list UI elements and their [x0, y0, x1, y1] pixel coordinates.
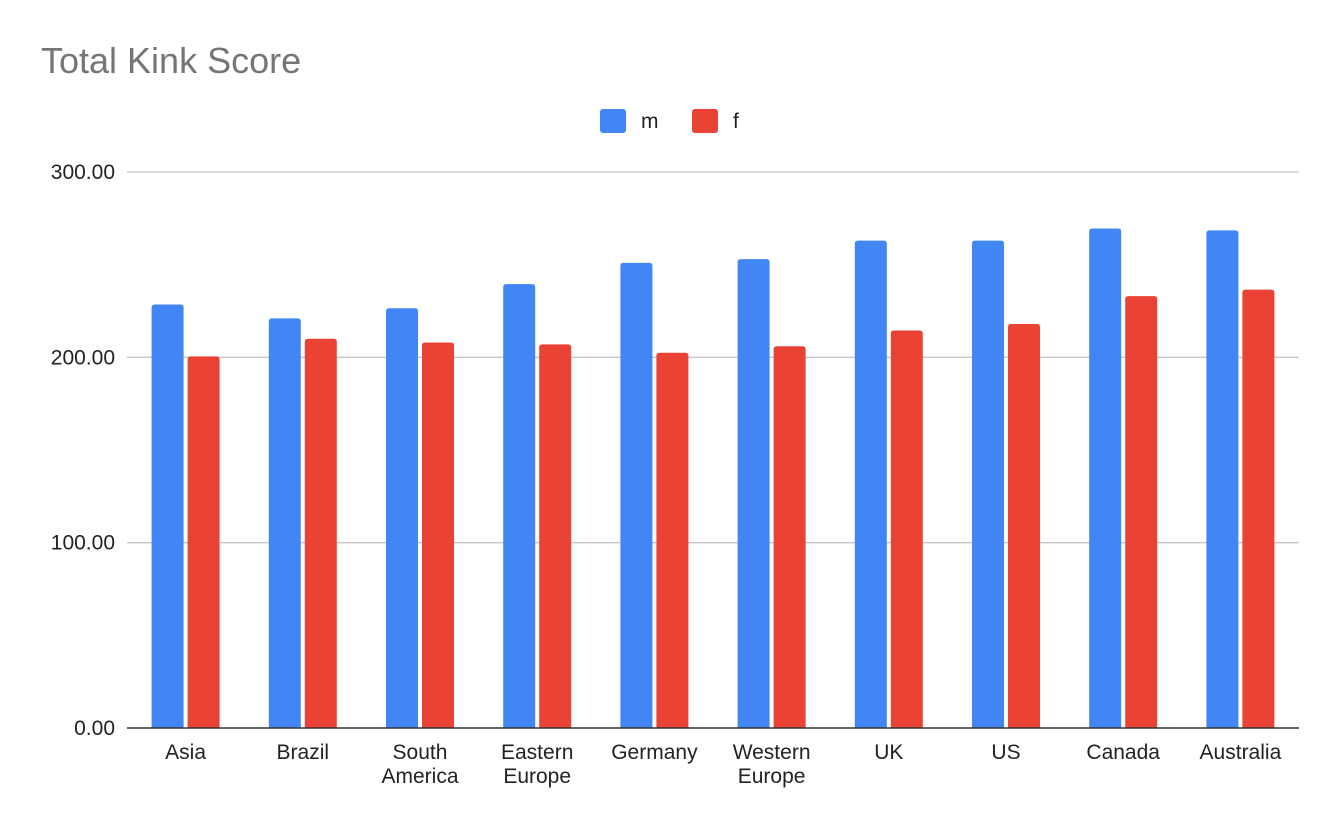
x-category-label: US — [991, 741, 1020, 764]
bar-f-3 — [539, 344, 572, 728]
y-tick-label: 0.00 — [74, 717, 115, 740]
bar-f-2 — [422, 342, 454, 728]
y-axis: 0.00 100.00 200.00 300.00 — [51, 161, 115, 740]
y-tick-label: 300.00 — [51, 161, 115, 184]
bar-m-6 — [854, 240, 887, 728]
x-category-label: Europe — [503, 765, 571, 788]
x-category-label: Australia — [1200, 741, 1282, 764]
bar-m-0 — [151, 304, 184, 728]
x-category-label: Western — [733, 741, 811, 764]
bar-f-7 — [1008, 323, 1040, 728]
bar-f-1 — [304, 338, 337, 728]
bar-f-4 — [656, 352, 689, 728]
x-category-label: Germany — [611, 741, 698, 764]
legend-label-m: m — [641, 110, 659, 133]
x-category-label: Europe — [738, 765, 806, 788]
x-category-label: Asia — [165, 741, 206, 764]
legend-label-f: f — [733, 110, 739, 133]
y-tick-label: 200.00 — [51, 346, 115, 369]
x-axis: Asia Brazil SouthAmericaEasternEuropeGerma… — [127, 727, 1299, 788]
x-category-label: Brazil — [277, 741, 330, 764]
bar-m-4 — [620, 262, 653, 728]
gridlines — [127, 171, 1299, 544]
bars — [151, 228, 1275, 728]
x-category-label: Eastern — [501, 741, 573, 764]
bar-m-1 — [268, 318, 301, 728]
bar-f-9 — [1242, 289, 1275, 728]
bar-f-0 — [187, 356, 220, 728]
bar-f-8 — [1125, 296, 1158, 728]
x-category-label: South — [393, 741, 448, 764]
bar-m-3 — [503, 284, 536, 728]
bar-f-6 — [890, 330, 923, 728]
x-category-label: UK — [874, 741, 903, 764]
bar-m-9 — [1206, 230, 1239, 728]
bar-m-7 — [972, 240, 1004, 728]
legend-swatch-f — [692, 109, 718, 133]
bar-f-5 — [773, 346, 806, 728]
y-tick-label: 100.00 — [51, 532, 115, 555]
x-category-label: America — [381, 765, 458, 788]
bar-m-5 — [737, 259, 770, 728]
bar-m-8 — [1089, 228, 1122, 728]
x-category-label: Canada — [1086, 741, 1160, 764]
legend-swatch-m — [600, 109, 626, 133]
bar-m-2 — [386, 308, 418, 728]
chart-title: Total Kink Score — [41, 40, 301, 81]
